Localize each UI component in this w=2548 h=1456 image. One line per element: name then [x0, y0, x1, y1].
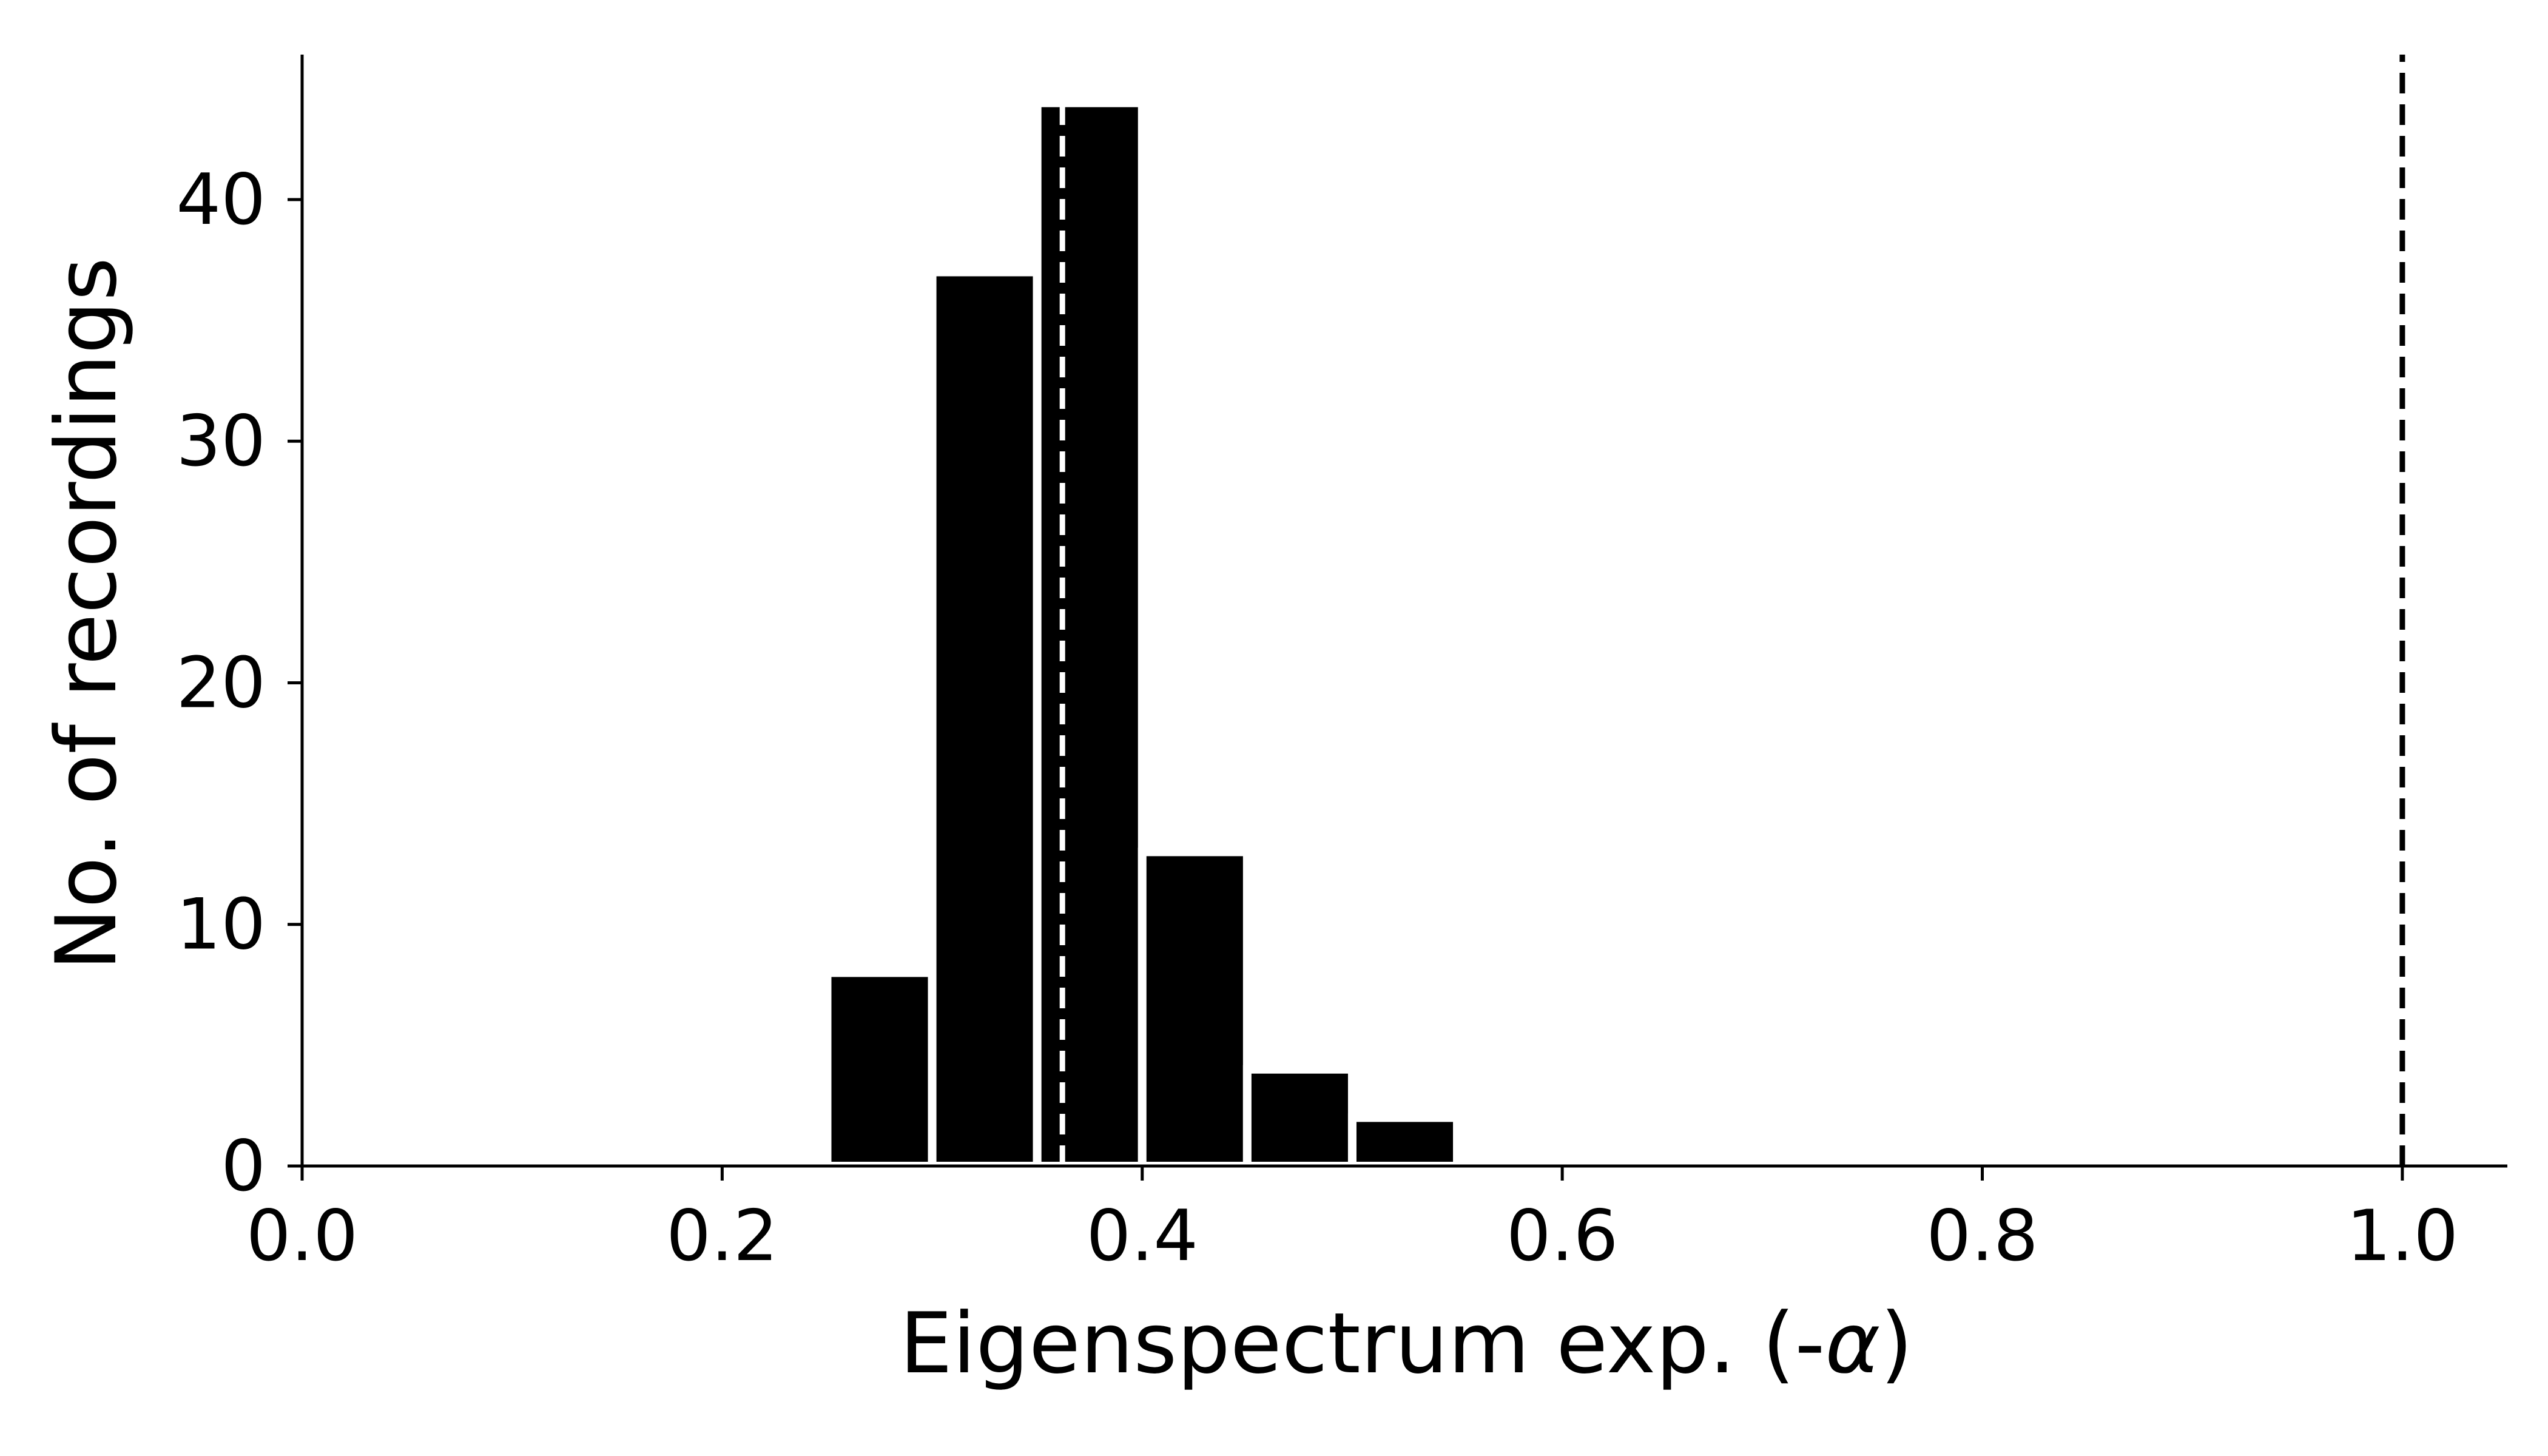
histogram-bar — [823, 968, 937, 1171]
x-tick-label: 1.0 — [2347, 1195, 2458, 1277]
axes-layer: 0.0 0.2 0.4 0.6 0.8 1.0 0 10 20 30 40 — [176, 55, 2507, 1277]
reference-lines-layer — [1059, 55, 2405, 1166]
bars-layer — [823, 98, 1462, 1171]
x-tick-label: 0.8 — [1926, 1195, 2038, 1277]
y-tick-label: 20 — [176, 642, 266, 724]
y-tick-label: 0 — [221, 1125, 266, 1207]
y-axis-title: No. of recordings — [38, 257, 135, 971]
histogram-bar — [1138, 848, 1252, 1170]
y-tick-label: 30 — [176, 400, 266, 482]
histogram-bar — [928, 268, 1042, 1170]
x-axis-title-main: Eigenspectrum exp. (- — [900, 1295, 1825, 1392]
y-tick-label: 10 — [176, 884, 266, 966]
alpha-symbol: α — [1825, 1295, 1880, 1392]
x-tick-label: 0.4 — [1087, 1195, 1198, 1277]
x-tick-label: 0.6 — [1506, 1195, 1618, 1277]
histogram-bar — [1347, 1113, 1462, 1170]
x-tick-label: 0.2 — [666, 1195, 778, 1277]
x-axis-title: Eigenspectrum exp. (-α) — [900, 1295, 1913, 1392]
x-axis-title-suffix: ) — [1880, 1295, 1913, 1392]
histogram-bar — [1242, 1065, 1357, 1171]
x-tick-label: 0.0 — [246, 1195, 358, 1277]
histogram-bar — [1033, 98, 1147, 1170]
y-tick-label: 40 — [176, 159, 266, 241]
